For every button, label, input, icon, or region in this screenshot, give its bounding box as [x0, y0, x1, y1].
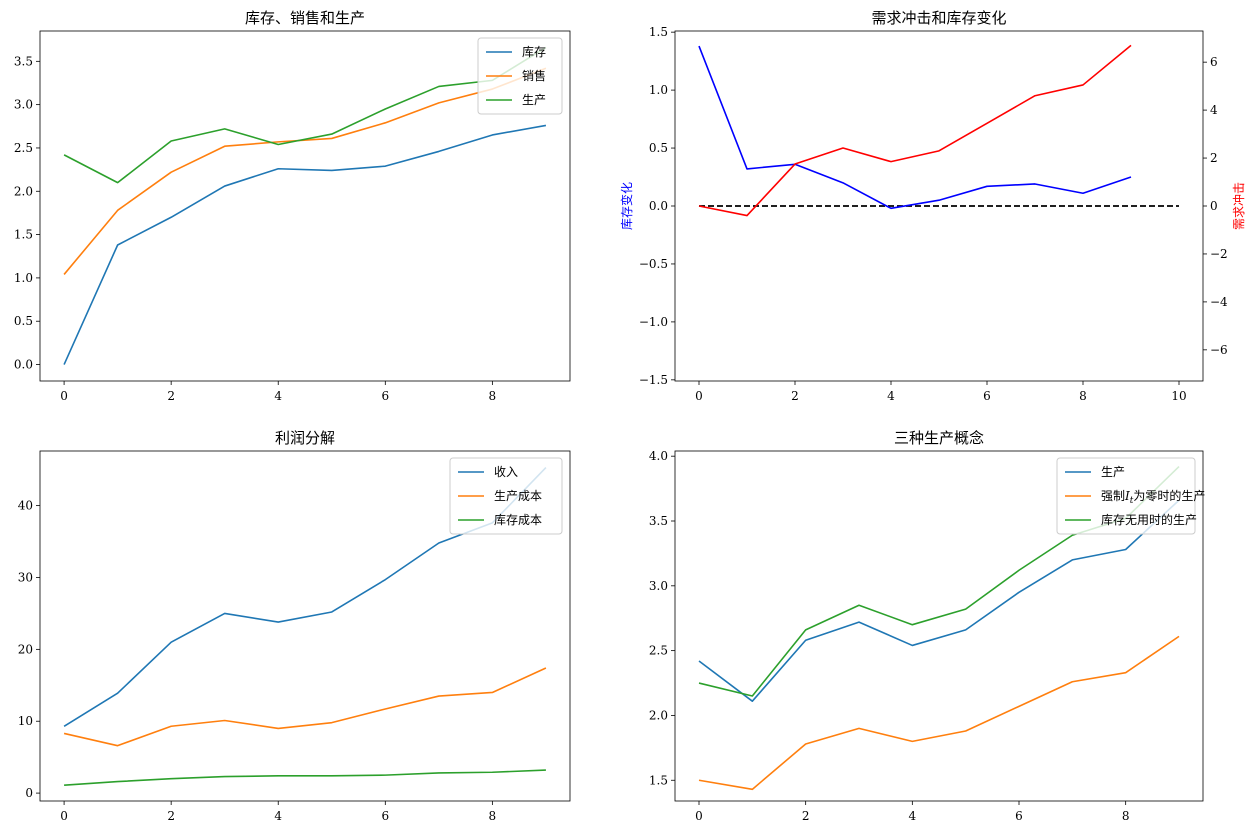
series-line-2 — [698, 635, 1180, 791]
y-tick-label: 40 — [18, 499, 33, 513]
x-tick-label: 10 — [1171, 389, 1186, 403]
y-tick-label: 1.0 — [14, 271, 33, 285]
axes-frame — [674, 30, 1204, 382]
x-tick-label: 2 — [167, 389, 175, 403]
x-tick-label: 4 — [274, 389, 282, 403]
y-tick-label: 0.5 — [649, 141, 668, 155]
legend-box — [477, 37, 563, 115]
x-tick-label: 0 — [695, 389, 703, 403]
chart-title: 三种生产概念 — [894, 429, 984, 447]
x-tick-label: 2 — [167, 809, 175, 823]
legend-label: 生产 — [1101, 465, 1125, 479]
axes-frame — [674, 450, 1204, 802]
x-tick-label: 6 — [381, 389, 389, 403]
series-line-2 — [698, 44, 1132, 217]
chart-1: 库存、销售和生产 0 2 4 6 8 0.0 0.5 1.0 1.5 2.0 2.5 3.0 3.5 库存销… — [14, 9, 571, 403]
series-line-1 — [698, 45, 1132, 210]
plot-area — [698, 44, 1179, 217]
x-tick-label: 8 — [1122, 809, 1130, 823]
y2-axis-label: 需求冲击 — [1231, 182, 1246, 230]
series-line-1 — [698, 499, 1180, 702]
chart-4: 三种生产概念 0 2 4 6 8 1.5 2.0 2.5 3.0 3.5 4.0 生产强制It为零时的生… — [649, 429, 1206, 823]
legend-label: 库存 — [522, 44, 546, 59]
y-axis-label: 库存变化 — [619, 182, 634, 230]
legend-label: 收入 — [494, 465, 518, 479]
legend-label: 库存无用时的生产 — [1101, 512, 1197, 527]
y-tick-label: 2.0 — [14, 184, 33, 198]
y-tick-label: 2.0 — [649, 708, 668, 722]
y-tick-label: 3.0 — [649, 579, 668, 593]
x-tick-label: 8 — [489, 389, 497, 403]
series-line-3 — [63, 46, 547, 184]
y-tick-label: 2.5 — [14, 141, 33, 155]
x-tick-label: 0 — [695, 809, 703, 823]
legend-box — [1056, 457, 1196, 535]
x-tick-label: 2 — [791, 389, 799, 403]
y2-tick-label: 6 — [1210, 55, 1218, 69]
y-tick-label: 2.5 — [649, 644, 668, 658]
legend-label: 强制It为零时的生产 — [1101, 488, 1205, 506]
legend-label: 生产成本 — [494, 489, 542, 503]
x-tick-label: 6 — [983, 389, 991, 403]
x-tick-label: 4 — [274, 809, 282, 823]
y-tick-label: 20 — [18, 642, 33, 656]
series-line-2 — [63, 667, 547, 747]
x-tick-label: 0 — [60, 809, 68, 823]
x-tick-label: 8 — [489, 809, 497, 823]
axes-frame — [39, 30, 571, 382]
plot-area — [63, 46, 547, 365]
y-tick-label: 10 — [18, 714, 33, 728]
legend-label: 生产 — [522, 93, 546, 107]
y-tick-label: 0.0 — [14, 358, 33, 372]
chart-title: 库存、销售和生产 — [245, 9, 365, 27]
chart-title: 需求冲击和库存变化 — [871, 9, 1006, 27]
y-tick-label: 3.5 — [649, 514, 668, 528]
x-tick-label: 4 — [909, 809, 917, 823]
y-tick-label: 1.5 — [14, 228, 33, 242]
y-tick-label: 30 — [18, 570, 33, 584]
y-tick-label: 0 — [25, 786, 33, 800]
y2-tick-label: −2 — [1210, 247, 1228, 261]
chart-title: 利润分解 — [275, 429, 335, 447]
y-tick-label: −0.5 — [639, 257, 668, 271]
axes-frame — [39, 450, 571, 802]
y2-tick-label: 4 — [1210, 103, 1218, 117]
y-tick-label: 1.5 — [649, 773, 668, 787]
y-tick-label: 4.0 — [649, 449, 668, 463]
y-tick-label: 0.0 — [649, 199, 668, 213]
y2-tick-label: 0 — [1210, 199, 1218, 213]
series-line-3 — [64, 769, 546, 786]
legend-label: 销售 — [522, 68, 546, 83]
y-tick-label: 3.0 — [14, 98, 33, 112]
x-tick-label: 6 — [381, 809, 389, 823]
legend-label: 库存成本 — [494, 512, 542, 527]
y-tick-label: −1.5 — [639, 373, 668, 387]
legend-box — [449, 457, 563, 535]
chart-2: 需求冲击和库存变化 0 2 4 6 8 10 −1.5 −1.0 −0.5 0.0 0.5 1.0 1.5… — [619, 9, 1246, 403]
y-tick-label: 1.5 — [649, 25, 668, 39]
y-tick-label: 0.5 — [14, 314, 33, 328]
x-tick-label: 0 — [60, 389, 68, 403]
y2-tick-label: −6 — [1210, 343, 1228, 357]
y-tick-label: −1.0 — [639, 315, 668, 329]
x-tick-label: 8 — [1079, 389, 1087, 403]
y2-tick-label: 2 — [1210, 151, 1218, 165]
y-tick-label: 1.0 — [649, 83, 668, 97]
x-tick-label: 2 — [802, 809, 810, 823]
x-tick-label: 4 — [887, 389, 895, 403]
y-tick-label: 3.5 — [14, 54, 33, 68]
series-line-2 — [63, 67, 547, 275]
y2-tick-label: −4 — [1210, 295, 1228, 309]
series-line-1 — [63, 124, 547, 365]
x-tick-label: 6 — [1015, 809, 1023, 823]
